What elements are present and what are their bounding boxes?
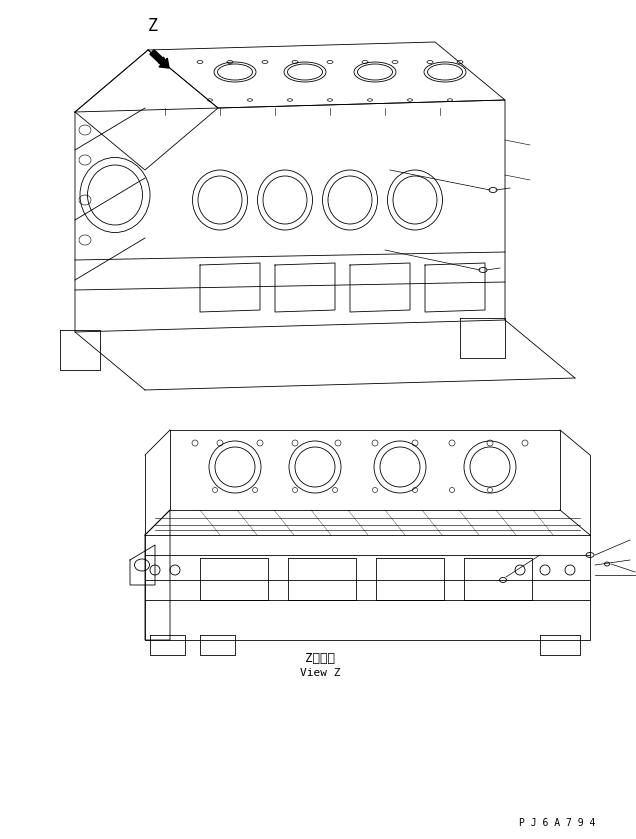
FancyArrow shape: [150, 50, 169, 68]
Text: P J 6 A 7 9 4: P J 6 A 7 9 4: [518, 818, 595, 828]
Text: Z　　視: Z 視: [305, 652, 335, 665]
Text: Z: Z: [148, 17, 158, 35]
Text: View Z: View Z: [300, 668, 340, 678]
